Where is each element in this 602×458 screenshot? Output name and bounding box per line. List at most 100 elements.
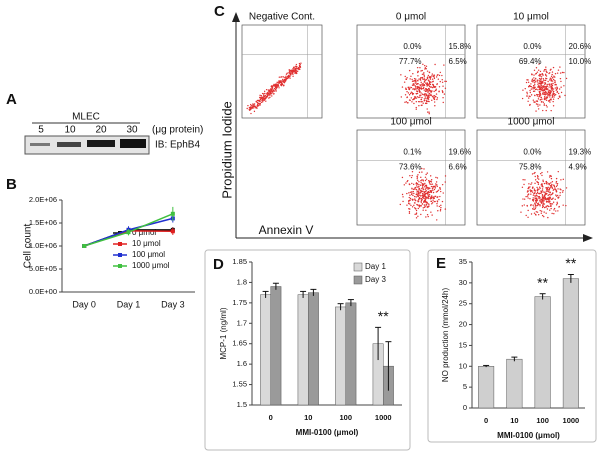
event-dot — [553, 213, 555, 215]
event-dot — [269, 91, 271, 93]
event-dot — [444, 208, 447, 210]
event-dot — [554, 76, 556, 78]
event-dot — [543, 89, 546, 92]
event-dot — [441, 200, 444, 203]
event-dot — [263, 94, 265, 97]
event-dot — [543, 182, 546, 185]
event-dot — [541, 183, 543, 185]
event-dot — [261, 99, 263, 101]
event-dot — [423, 89, 425, 91]
event-dot — [536, 195, 538, 197]
event-dot — [416, 190, 418, 192]
event-dot — [434, 187, 437, 189]
event-dot — [400, 96, 403, 98]
event-dot — [420, 205, 423, 207]
event-dot — [545, 86, 547, 88]
arrow-head — [232, 12, 240, 22]
event-dot — [541, 188, 544, 190]
event-dot — [540, 201, 542, 203]
event-dot — [442, 91, 444, 93]
event-dot — [409, 174, 411, 177]
event-dot — [540, 210, 543, 212]
event-dot — [414, 198, 416, 200]
event-dot — [538, 197, 540, 199]
event-dot — [549, 101, 551, 103]
event-dot — [536, 191, 539, 194]
event-dot — [439, 80, 441, 83]
event-dot — [425, 90, 427, 92]
event-dot — [279, 80, 281, 82]
event-dot — [428, 100, 430, 103]
event-dot — [415, 101, 417, 103]
event-dot — [433, 97, 436, 99]
event-dot — [544, 91, 547, 93]
event-dot — [542, 101, 544, 103]
event-dot — [543, 104, 545, 106]
event-dot — [401, 176, 404, 179]
event-dot — [559, 66, 561, 68]
event-dot — [554, 198, 556, 201]
event-dot — [549, 197, 552, 199]
event-dot — [281, 76, 283, 78]
event-dot — [415, 193, 417, 196]
event-dot — [442, 97, 444, 99]
legend-label: 0 μmol — [132, 228, 156, 237]
event-dot — [545, 88, 547, 90]
event-dot — [411, 92, 414, 95]
plot-title: 0 μmol — [396, 12, 426, 23]
event-dot — [424, 186, 426, 188]
event-dot — [551, 94, 554, 96]
event-dot — [542, 74, 544, 76]
event-dot — [433, 98, 436, 101]
event-dot — [292, 75, 294, 77]
event-dot — [408, 201, 410, 203]
event-dot — [534, 195, 536, 197]
event-dot — [263, 99, 266, 101]
event-dot — [557, 197, 559, 199]
event-dot — [424, 102, 427, 105]
event-dot — [540, 199, 543, 201]
event-dot — [544, 73, 547, 75]
event-dot — [536, 177, 539, 179]
event-dot — [255, 105, 257, 108]
event-dot — [553, 184, 555, 186]
event-dot — [555, 182, 557, 184]
event-dot — [408, 211, 411, 213]
event-dot — [427, 98, 430, 100]
event-dot — [296, 66, 298, 68]
event-dot — [273, 83, 275, 86]
event-dot — [419, 78, 422, 80]
event-dot — [409, 78, 411, 80]
event-dot — [532, 86, 534, 89]
event-dot — [422, 190, 424, 192]
event-dot — [432, 191, 435, 194]
event-dot — [419, 96, 421, 98]
event-dot — [532, 199, 534, 202]
event-dot — [423, 72, 425, 74]
legend-swatch — [118, 264, 122, 268]
event-dot — [530, 190, 532, 193]
event-dot — [529, 89, 531, 92]
event-dot — [534, 175, 536, 178]
event-dot — [427, 206, 429, 209]
event-dot — [547, 80, 549, 83]
event-dot — [545, 206, 547, 208]
event-dot — [536, 93, 538, 96]
event-dot — [545, 66, 547, 68]
event-dot — [434, 89, 437, 92]
event-dot — [536, 203, 539, 205]
event-dot — [542, 88, 544, 90]
event-dot — [543, 191, 545, 193]
event-dot — [407, 86, 410, 88]
event-dot — [546, 200, 549, 203]
y-tick-label: 2.0E+06 — [29, 195, 57, 204]
blot-label: IB: EphB4 — [155, 140, 200, 151]
event-dot — [548, 72, 550, 75]
event-dot — [414, 85, 416, 87]
event-dot — [424, 79, 426, 81]
event-dot — [533, 74, 535, 76]
event-dot — [266, 92, 269, 95]
panel-label: A — [6, 91, 17, 108]
event-dot — [420, 213, 422, 216]
event-dot — [418, 88, 420, 91]
